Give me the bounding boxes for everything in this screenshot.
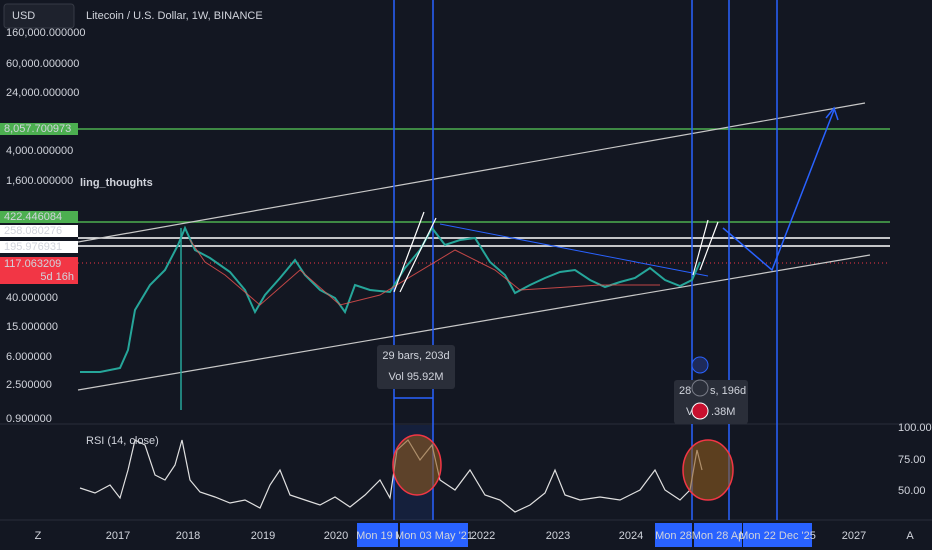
- price-tag-label: 422.446084: [4, 211, 62, 223]
- rsi-label: RSI (14, close): [86, 435, 159, 447]
- time-tag-label: Mon 28 Ap: [692, 530, 745, 542]
- rsi-highlight: [392, 434, 442, 496]
- price-axis-label: 6.000000: [6, 351, 52, 363]
- measure-vol: Vol 95.92M: [388, 371, 443, 383]
- price-axis-label: 4,000.000000: [6, 145, 73, 157]
- time-axis-label: 2020: [324, 530, 348, 542]
- time-axis-label: 2017: [106, 530, 130, 542]
- time-tag-label: Mon 03 May '21: [395, 530, 473, 542]
- rsi-highlight: [682, 439, 734, 501]
- price-tag: [0, 225, 78, 237]
- time-tag-label: Mon 28: [655, 530, 692, 542]
- time-axis-label: 2018: [176, 530, 200, 542]
- overlay-text: ling_thoughts: [80, 177, 153, 189]
- symbol-title: Litecoin / U.S. Dollar, 1W, BINANCE: [86, 10, 263, 22]
- rsi-tick: 75.00: [898, 454, 926, 466]
- projection-arrow: [722, 109, 835, 272]
- price-axis-label: 2.500000: [6, 379, 52, 391]
- time-tag-label: Mon 22 Dec '25: [739, 530, 816, 542]
- last-price-tag: [0, 257, 78, 284]
- vertical-markers: [393, 0, 778, 520]
- price-axis-label: 1,600.000000: [6, 175, 73, 187]
- time-axis-label: 2023: [546, 530, 570, 542]
- price-series: [80, 225, 701, 373]
- price-axis-label: 40.000000: [6, 292, 58, 304]
- channel-lower: [77, 254, 871, 391]
- price-axis-label: 15.000000: [6, 321, 58, 333]
- channel-upper: [77, 102, 866, 243]
- measure-vol: .38M: [711, 406, 735, 418]
- rsi-tick: 50.00: [898, 485, 926, 497]
- time-tag: [655, 523, 692, 547]
- trend-line: [439, 223, 709, 277]
- countdown: 5d 16h: [40, 271, 74, 283]
- price-tag-label: 8,057.700973: [4, 123, 71, 135]
- price-axis-label: 0.900000: [6, 413, 52, 425]
- price-tag: [0, 211, 78, 223]
- rsi-line: [79, 439, 703, 513]
- last-price: 117.063209: [4, 258, 61, 270]
- corner-label: A: [906, 530, 914, 542]
- price-tag-label: 195.976931: [4, 241, 62, 253]
- measure-bars: 28: [679, 385, 691, 397]
- time-axis-label: 2024: [619, 530, 643, 542]
- time-tag-label: Mon 19 I: [356, 530, 399, 542]
- event-icon[interactable]: [691, 356, 709, 374]
- time-axis-label: 2027: [842, 530, 866, 542]
- price-axis-label: 160,000.000000: [6, 27, 86, 39]
- price-axis-label: 24,000.000000: [6, 87, 79, 99]
- corner-label: Z: [35, 530, 42, 542]
- rsi-tick: 100.00: [898, 422, 932, 434]
- measure-box: [377, 345, 455, 389]
- price-axis-label: 60,000.000000: [6, 58, 79, 70]
- event-icon[interactable]: [691, 379, 709, 397]
- time-tag: [357, 523, 398, 547]
- price-tag-label: 258.080276: [4, 225, 62, 237]
- measure-bars: 29 bars, 203d: [382, 350, 449, 362]
- measure-vol: V: [686, 406, 694, 418]
- time-axis-label: 2019: [251, 530, 275, 542]
- currency: USD: [12, 10, 35, 22]
- time-tag: [694, 523, 742, 547]
- arrow-head: [825, 106, 839, 121]
- price-tag: [0, 123, 78, 135]
- time-tag: [400, 523, 468, 547]
- currency-button[interactable]: [3, 3, 75, 29]
- price-tag: [0, 241, 78, 253]
- projection-lines: [393, 211, 719, 293]
- event-icon[interactable]: [691, 402, 709, 420]
- time-tag: [743, 523, 812, 547]
- time-axis-label: 2022: [471, 530, 495, 542]
- measure-bars: s, 196d: [710, 385, 746, 397]
- price-series-down: [189, 239, 660, 306]
